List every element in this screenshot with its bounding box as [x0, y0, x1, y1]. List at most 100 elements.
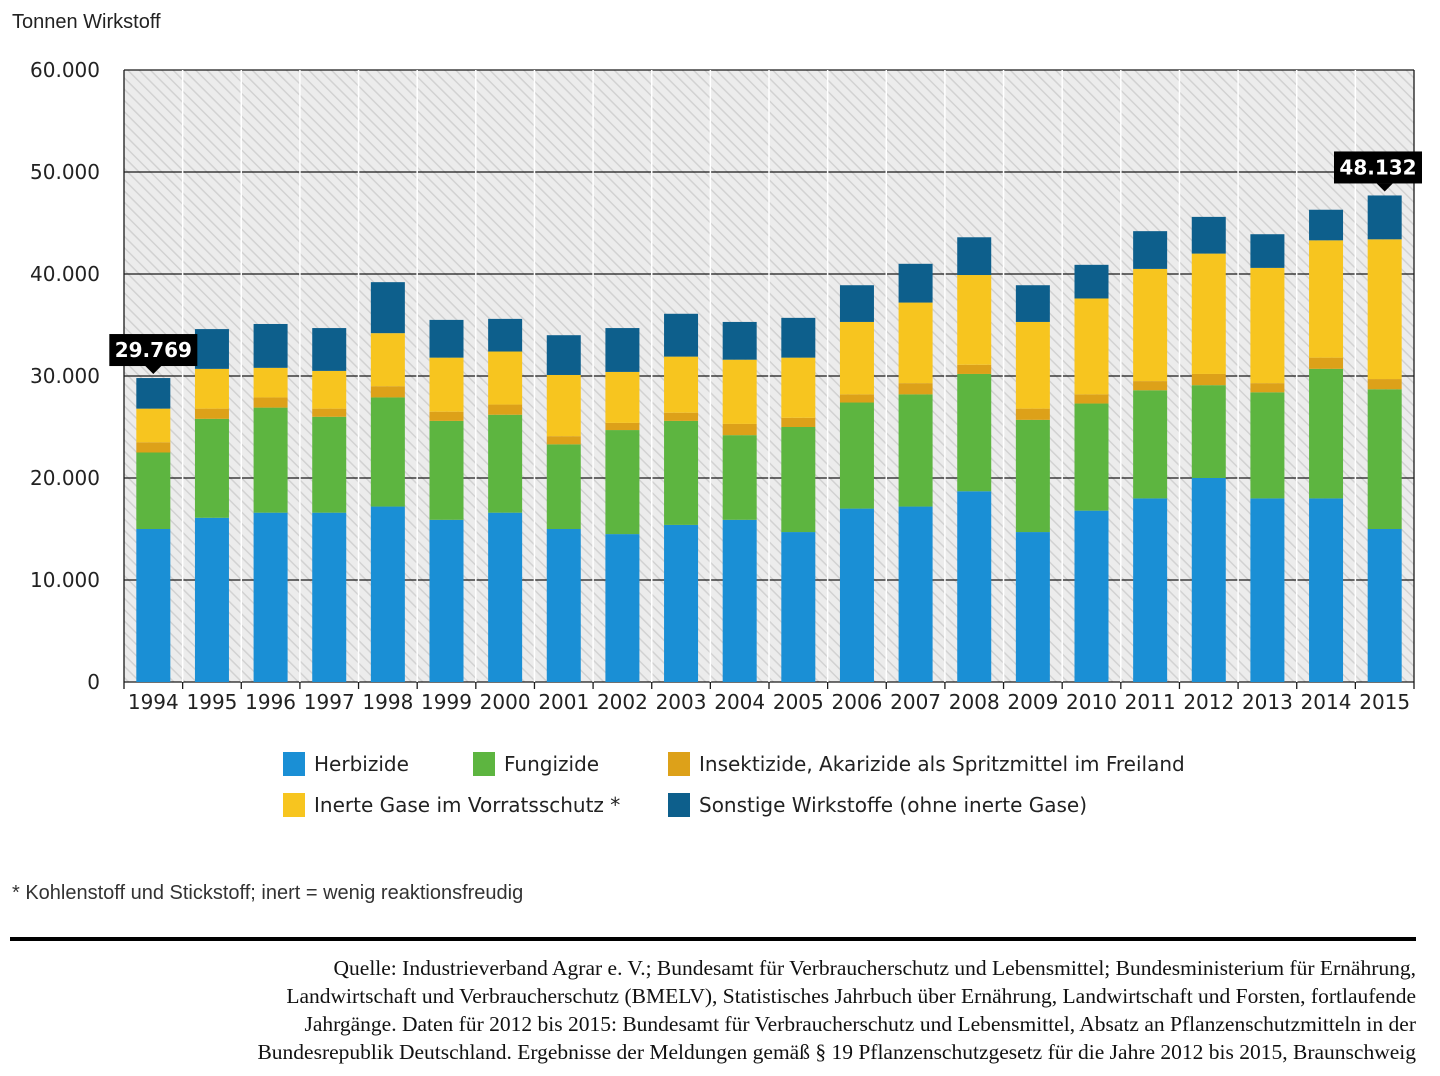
x-tick-label: 2008: [949, 690, 1000, 714]
bar-insektizide-2003: [664, 412, 699, 421]
bar-herbizide-1997: [312, 512, 347, 682]
bar-herbizide-2010: [1074, 510, 1109, 682]
bar-sonstige-1995: [194, 329, 229, 369]
bar-sonstige-2006: [839, 285, 874, 322]
bar-insektizide-2008: [957, 364, 992, 374]
bar-fungizide-2006: [839, 402, 874, 509]
source-text: Quelle: Industrieverband Agrar e. V.; Bu…: [14, 954, 1416, 1066]
bar-herbizide-2014: [1309, 498, 1344, 682]
x-tick-label: 2001: [538, 690, 589, 714]
y-tick-label: 60.000: [30, 58, 100, 82]
bar-insektizide-2002: [605, 422, 640, 431]
bar-fungizide-2009: [1015, 419, 1050, 533]
bar-fungizide-1995: [194, 418, 229, 518]
legend-item-inerte-gase: Inerte Gase im Vorratsschutz *: [283, 793, 620, 817]
x-tick-label: 1995: [187, 690, 238, 714]
x-tick-label: 2015: [1359, 690, 1410, 714]
legend-label-herbizide: Herbizide: [314, 752, 409, 776]
bar-sonstige-1997: [312, 328, 347, 371]
y-tick-label: 40.000: [30, 262, 100, 286]
legend-item-sonstige: Sonstige Wirkstoffe (ohne inerte Gase): [668, 793, 1087, 817]
y-tick-label: 0: [87, 670, 100, 694]
bar-sonstige-2010: [1074, 264, 1109, 299]
bar-sonstige-2001: [546, 335, 581, 375]
x-tick-label: 1996: [245, 690, 296, 714]
bar-herbizide-1998: [370, 506, 405, 682]
bar-insektizide-2014: [1309, 357, 1344, 369]
source-line: Landwirtschaft und Verbraucherschutz (BM…: [286, 984, 1416, 1008]
legend-label-inerte-gase: Inerte Gase im Vorratsschutz *: [314, 793, 621, 817]
bar-herbizide-1995: [194, 517, 229, 682]
bar-inerte_gase-2013: [1250, 267, 1285, 384]
bar-inerte_gase-2000: [488, 351, 523, 405]
bar-fungizide-2008: [957, 373, 992, 492]
bar-inerte_gase-2007: [898, 302, 933, 384]
bar-insektizide-2001: [546, 436, 581, 445]
callout-pointer: [1376, 183, 1393, 192]
bar-herbizide-2008: [957, 491, 992, 682]
bar-insektizide-2000: [488, 404, 523, 415]
bar-fungizide-2005: [781, 427, 816, 533]
bar-insektizide-1996: [253, 397, 288, 408]
bar-insektizide-1999: [429, 411, 464, 421]
bar-inerte_gase-2015: [1367, 239, 1402, 380]
bar-fungizide-1997: [312, 416, 347, 513]
x-tick-label: 2010: [1066, 690, 1117, 714]
bar-insektizide-2007: [898, 383, 933, 395]
bar-fungizide-1994: [136, 452, 171, 529]
bar-sonstige-1996: [253, 323, 288, 368]
bar-herbizide-2007: [898, 506, 933, 682]
bar-fungizide-2004: [722, 435, 757, 520]
x-tick-label: 2012: [1183, 690, 1234, 714]
x-tick-label: 2011: [1125, 690, 1176, 714]
bar-fungizide-2000: [488, 414, 523, 513]
bar-sonstige-2008: [957, 237, 992, 276]
bar-inerte_gase-1995: [194, 368, 229, 409]
bar-inerte_gase-2001: [546, 374, 581, 437]
x-tick-labels: 1994 1995 1996 1997 1998 1999 2000 2001 2002 2003…: [128, 690, 1410, 714]
callout-pointer: [145, 366, 162, 375]
callout-box: [109, 334, 198, 367]
bar-fungizide-2013: [1250, 392, 1285, 499]
bar-herbizide-2002: [605, 534, 640, 682]
bar-herbizide-2013: [1250, 498, 1285, 682]
bar-fungizide-2002: [605, 430, 640, 535]
x-tick-label: 2005: [773, 690, 824, 714]
bar-fungizide-1998: [370, 397, 405, 507]
bar-insektizide-1995: [194, 408, 229, 419]
bar-herbizide-2003: [664, 524, 699, 682]
bar-sonstige-2000: [488, 318, 523, 352]
x-tick-label: 1994: [128, 690, 179, 714]
bar-inerte_gase-2014: [1309, 240, 1344, 358]
legend-swatch-herbizide: [283, 752, 305, 776]
bar-fungizide-1999: [429, 420, 464, 520]
bar-sonstige-1999: [429, 319, 464, 358]
bar-herbizide-2011: [1133, 498, 1168, 682]
bar-inerte_gase-1999: [429, 357, 464, 412]
bar-inerte_gase-1997: [312, 370, 347, 409]
bar-herbizide-2000: [488, 512, 523, 682]
legend-item-herbizide: Herbizide: [283, 752, 409, 776]
y-tick-label: 10.000: [30, 568, 100, 592]
bar-sonstige-2003: [664, 313, 699, 357]
bar-sonstige-1998: [370, 282, 405, 334]
bar-sonstige-2014: [1309, 209, 1344, 241]
bar-fungizide-2011: [1133, 390, 1168, 499]
bar-sonstige-2011: [1133, 231, 1168, 269]
bar-inerte_gase-2008: [957, 275, 992, 365]
bar-insektizide-2012: [1191, 373, 1226, 386]
bar-sonstige-2005: [781, 317, 816, 358]
x-tick-label: 2002: [597, 690, 648, 714]
x-tick-label: 2009: [1007, 690, 1058, 714]
bar-sonstige-2013: [1250, 234, 1285, 268]
bar-inerte_gase-2011: [1133, 268, 1168, 382]
callout-box: [1334, 151, 1422, 184]
bar-fungizide-2010: [1074, 403, 1109, 511]
legend-label-fungizide: Fungizide: [504, 752, 600, 776]
x-tick-label: 2007: [890, 690, 941, 714]
y-tick-label: 20.000: [30, 466, 100, 490]
callouts: 29.769 48.132: [109, 151, 1422, 375]
y-axis-label: Tonnen Wirkstoff: [12, 11, 161, 33]
x-tick-label: 2006: [832, 690, 883, 714]
legend-swatch-insektizide: [668, 752, 690, 776]
